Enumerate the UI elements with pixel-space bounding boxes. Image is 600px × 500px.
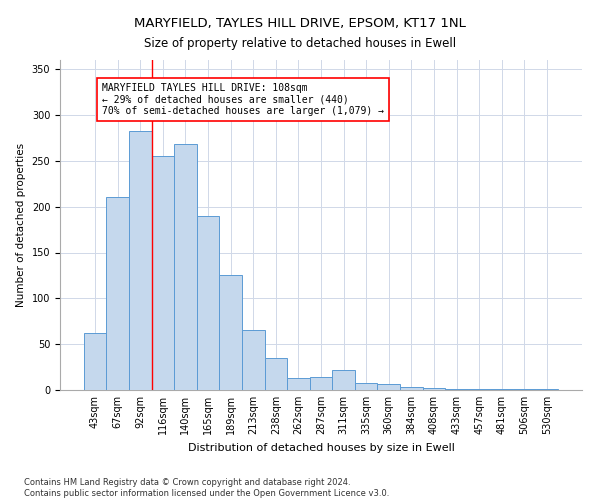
Bar: [445, 389, 468, 390]
Bar: [490, 389, 513, 390]
Text: Contains HM Land Registry data © Crown copyright and database right 2024.
Contai: Contains HM Land Registry data © Crown c…: [24, 478, 389, 498]
Bar: [468, 389, 490, 390]
Bar: [152, 156, 174, 390]
Bar: [310, 377, 332, 390]
Bar: [129, 130, 152, 390]
Bar: [422, 388, 445, 390]
Bar: [536, 389, 558, 390]
Bar: [355, 382, 377, 390]
Bar: [265, 358, 287, 390]
X-axis label: Distribution of detached houses by size in Ewell: Distribution of detached houses by size …: [188, 442, 454, 452]
Bar: [400, 387, 422, 390]
Bar: [174, 144, 197, 390]
Y-axis label: Number of detached properties: Number of detached properties: [16, 143, 26, 307]
Bar: [332, 370, 355, 390]
Bar: [242, 330, 265, 390]
Bar: [106, 198, 129, 390]
Bar: [84, 333, 106, 390]
Text: MARYFIELD, TAYLES HILL DRIVE, EPSOM, KT17 1NL: MARYFIELD, TAYLES HILL DRIVE, EPSOM, KT1…: [134, 18, 466, 30]
Bar: [220, 276, 242, 390]
Text: MARYFIELD TAYLES HILL DRIVE: 108sqm
← 29% of detached houses are smaller (440)
7: MARYFIELD TAYLES HILL DRIVE: 108sqm ← 29…: [102, 83, 384, 116]
Bar: [513, 389, 536, 390]
Bar: [197, 216, 220, 390]
Bar: [287, 378, 310, 390]
Text: Size of property relative to detached houses in Ewell: Size of property relative to detached ho…: [144, 38, 456, 51]
Bar: [377, 384, 400, 390]
